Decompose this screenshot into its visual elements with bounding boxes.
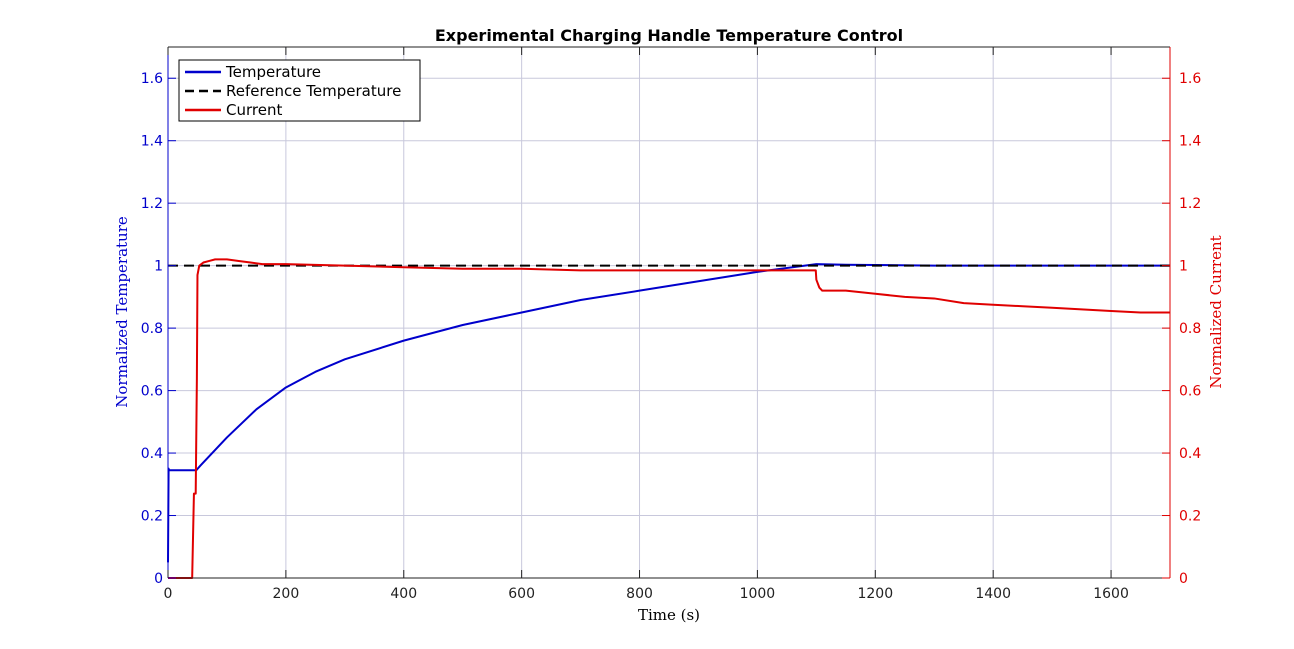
y-tick-label-right-7: 1.4 (1179, 134, 1201, 150)
y-tick-label-left-2: 0.4 (141, 446, 163, 462)
x-tick-label-4: 800 (626, 586, 653, 602)
y-tick-label-left-6: 1.2 (141, 196, 163, 212)
x-tick-label-0: 0 (164, 586, 173, 602)
y-tick-label-right-3: 0.6 (1179, 384, 1201, 400)
x-tick-label-8: 1600 (1093, 586, 1129, 602)
legend-label-reference: Reference Temperature (226, 82, 401, 100)
y-tick-label-right-5: 1 (1179, 259, 1188, 275)
y-axis-label-left: Normalized Temperature (113, 216, 131, 408)
y-tick-label-left-1: 0.2 (141, 509, 163, 525)
legend-label-temperature: Temperature (225, 63, 321, 81)
plot-area (167, 258, 1170, 579)
axes (167, 46, 1171, 579)
x-tick-label-1: 200 (273, 586, 300, 602)
y-tick-label-right-2: 0.4 (1179, 446, 1201, 462)
y-tick-label-left-7: 1.4 (141, 134, 163, 150)
y-axis-label-right: Normalized Current (1207, 235, 1225, 388)
y-tick-label-right-8: 1.6 (1179, 71, 1201, 87)
y-tick-label-right-1: 0.2 (1179, 509, 1201, 525)
y-tick-label-left-0: 0 (154, 571, 163, 587)
y-tick-label-left-8: 1.6 (141, 71, 163, 87)
y-tick-label-right-0: 0 (1179, 571, 1188, 587)
x-tick-label-3: 600 (508, 586, 535, 602)
grid (167, 47, 1170, 579)
series-line-temperature (167, 263, 1170, 563)
legend-label-current: Current (226, 101, 282, 119)
y-tick-label-left-4: 0.8 (141, 321, 163, 337)
x-tick-label-7: 1400 (975, 586, 1011, 602)
x-tick-label-2: 400 (390, 586, 417, 602)
y-tick-label-left-5: 1 (154, 259, 163, 275)
x-tick-label-6: 1200 (857, 586, 893, 602)
series-line-current (168, 258, 1170, 579)
y-tick-label-left-3: 0.6 (141, 384, 163, 400)
x-tick-label-5: 1000 (740, 586, 776, 602)
x-axis-label: Time (s) (638, 606, 700, 624)
chart-title: Experimental Charging Handle Temperature… (435, 26, 903, 45)
legend: Temperature Reference Temperature Curren… (178, 59, 421, 122)
y-tick-label-right-6: 1.2 (1179, 196, 1201, 212)
y-tick-label-right-4: 0.8 (1179, 321, 1201, 337)
